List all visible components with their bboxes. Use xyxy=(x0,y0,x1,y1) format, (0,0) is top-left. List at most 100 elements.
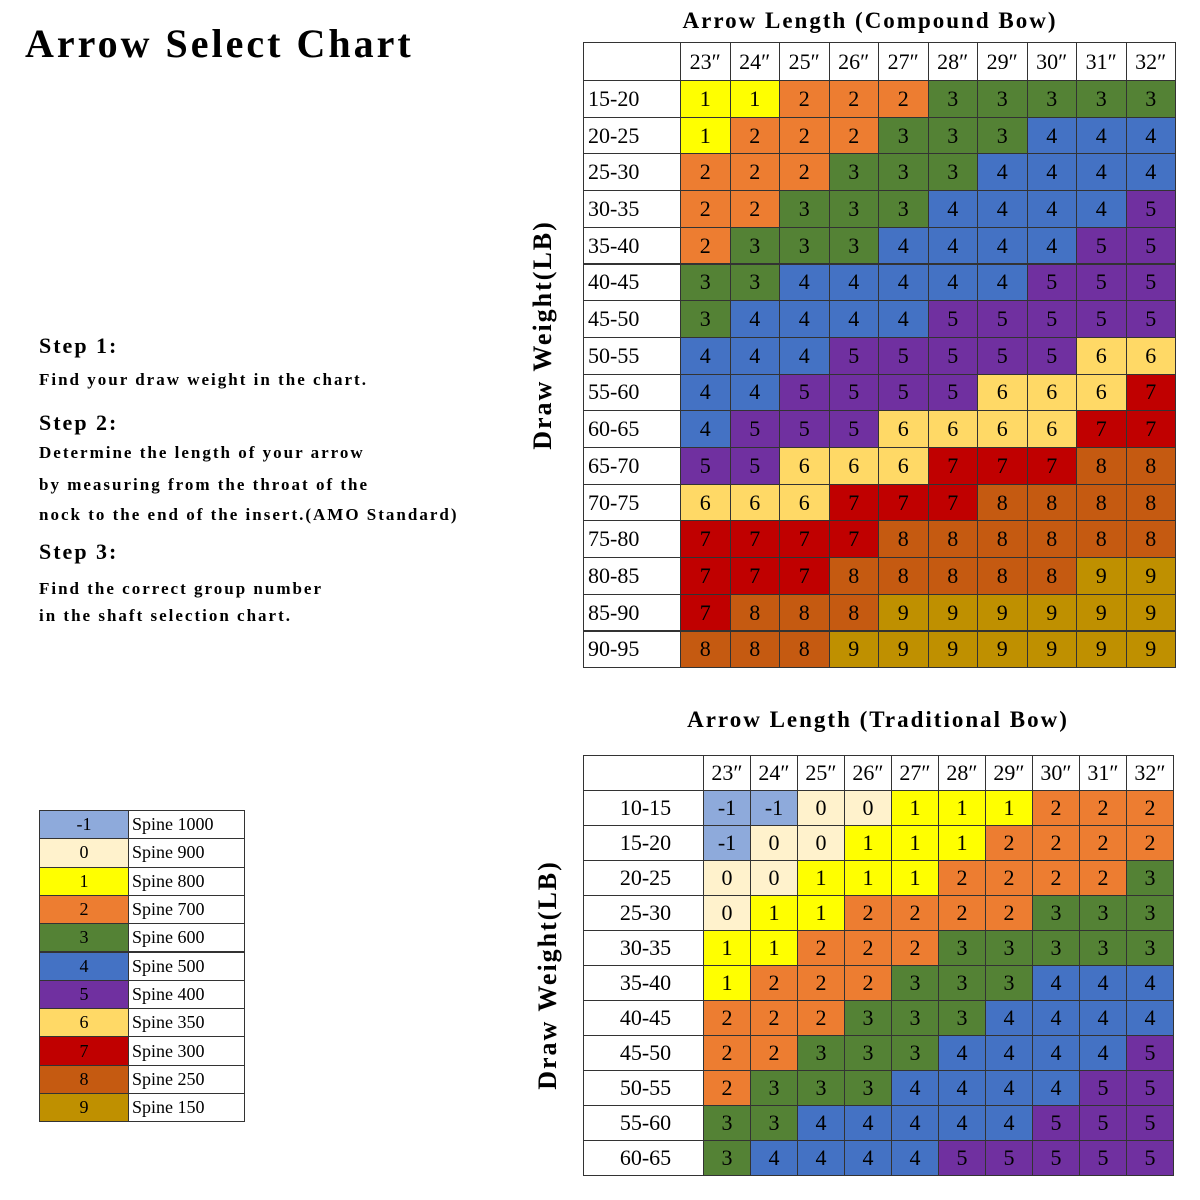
group-cell: 4 xyxy=(977,153,1028,192)
group-cell: 4 xyxy=(985,1070,1033,1106)
column-header: 23″ xyxy=(680,42,731,81)
group-cell: 5 xyxy=(828,336,879,375)
group-cell: 6 xyxy=(1076,336,1127,375)
group-cell: 0 xyxy=(703,860,751,896)
group-cell: 4 xyxy=(797,1140,845,1176)
group-cell: 5 xyxy=(1126,1070,1174,1106)
group-cell: 4 xyxy=(985,1105,1033,1141)
step-text: Determine the length of your arrow xyxy=(39,443,365,462)
group-cell: 9 xyxy=(977,630,1028,669)
group-cell: 8 xyxy=(977,557,1028,595)
group-cell: 2 xyxy=(703,1070,751,1106)
group-cell: 3 xyxy=(779,226,830,265)
row-label: 65-70 xyxy=(583,447,681,485)
step-heading: Step 3: xyxy=(39,539,119,564)
step-text: in the shaft selection chart. xyxy=(39,606,293,625)
group-cell: 4 xyxy=(729,373,780,412)
group-cell: 2 xyxy=(878,80,929,118)
group-cell: 2 xyxy=(750,1035,798,1071)
group-cell: 3 xyxy=(985,965,1033,1001)
group-cell: 0 xyxy=(797,825,845,861)
group-cell: 2 xyxy=(985,825,1033,861)
group-cell: 8 xyxy=(878,520,929,559)
group-cell: 3 xyxy=(891,1000,939,1036)
row-label: 20-25 xyxy=(583,860,704,896)
group-cell: 4 xyxy=(938,1070,986,1106)
group-cell: 4 xyxy=(1032,965,1080,1001)
row-label: 60-65 xyxy=(583,1140,704,1176)
group-cell: 5 xyxy=(1076,263,1127,302)
row-label: 30-35 xyxy=(583,930,704,966)
legend-group: -1 xyxy=(39,810,129,840)
group-cell: 5 xyxy=(977,336,1028,375)
group-cell: 5 xyxy=(1126,1035,1174,1071)
group-cell: 2 xyxy=(797,930,845,966)
group-cell: 2 xyxy=(985,895,1033,931)
group-cell: 4 xyxy=(891,1140,939,1176)
group-cell: 1 xyxy=(750,895,798,931)
group-cell: 8 xyxy=(1026,557,1077,595)
group-cell: 5 xyxy=(779,373,830,412)
group-cell: 5 xyxy=(680,447,731,485)
group-cell: 6 xyxy=(977,410,1028,448)
group-cell: 4 xyxy=(977,226,1028,265)
group-cell: -1 xyxy=(750,790,798,826)
group-cell: 3 xyxy=(938,1000,986,1036)
group-cell: 5 xyxy=(1079,1105,1127,1141)
group-cell: 2 xyxy=(703,1035,751,1071)
group-cell: 2 xyxy=(828,116,879,155)
legend-group: 1 xyxy=(39,866,129,896)
group-cell: 9 xyxy=(1076,630,1127,669)
group-cell: 9 xyxy=(927,593,978,632)
group-cell: 4 xyxy=(985,1035,1033,1071)
group-cell: 4 xyxy=(977,263,1028,302)
group-cell: 7 xyxy=(779,520,830,559)
legend-label: Spine 800 xyxy=(128,866,245,896)
group-cell: 5 xyxy=(1076,226,1127,265)
group-cell: 2 xyxy=(844,930,892,966)
group-cell: 2 xyxy=(797,965,845,1001)
group-cell: 8 xyxy=(977,483,1028,522)
group-cell: 4 xyxy=(779,336,830,375)
column-header: 24″ xyxy=(729,42,780,81)
group-cell: 4 xyxy=(1126,1000,1174,1036)
group-cell: 3 xyxy=(703,1105,751,1141)
group-cell: 8 xyxy=(729,630,780,669)
group-cell: 3 xyxy=(1079,930,1127,966)
group-cell: 4 xyxy=(1079,1035,1127,1071)
group-cell: 4 xyxy=(680,336,731,375)
group-cell: 2 xyxy=(938,895,986,931)
group-cell: 4 xyxy=(1032,1070,1080,1106)
group-cell: 2 xyxy=(680,190,731,228)
column-header: 23″ xyxy=(703,755,751,791)
group-cell: 3 xyxy=(779,190,830,228)
group-cell: 7 xyxy=(927,483,978,522)
group-cell: 4 xyxy=(680,410,731,448)
group-cell: 5 xyxy=(927,336,978,375)
group-cell: 3 xyxy=(927,153,978,192)
group-cell: 5 xyxy=(1032,1105,1080,1141)
group-cell: 3 xyxy=(1126,930,1174,966)
group-cell: 5 xyxy=(927,300,978,338)
group-cell: 0 xyxy=(797,790,845,826)
group-cell: 1 xyxy=(891,790,939,826)
group-cell: 3 xyxy=(729,263,780,302)
group-cell: 7 xyxy=(977,447,1028,485)
column-header: 24″ xyxy=(750,755,798,791)
group-cell: 3 xyxy=(844,1070,892,1106)
group-cell: 1 xyxy=(703,930,751,966)
step-text: Find the correct group number xyxy=(39,579,324,598)
group-cell: 4 xyxy=(1076,153,1127,192)
column-header: 31″ xyxy=(1079,755,1127,791)
group-cell: 4 xyxy=(797,1105,845,1141)
legend-group: 8 xyxy=(39,1064,129,1094)
group-cell: 2 xyxy=(750,965,798,1001)
group-cell: 3 xyxy=(680,300,731,338)
group-cell: 2 xyxy=(779,116,830,155)
group-cell: 7 xyxy=(1026,447,1077,485)
row-label: 60-65 xyxy=(583,410,681,448)
column-header: 26″ xyxy=(844,755,892,791)
group-cell: 6 xyxy=(1125,336,1176,375)
group-cell: 5 xyxy=(779,410,830,448)
group-cell: 5 xyxy=(1026,336,1077,375)
